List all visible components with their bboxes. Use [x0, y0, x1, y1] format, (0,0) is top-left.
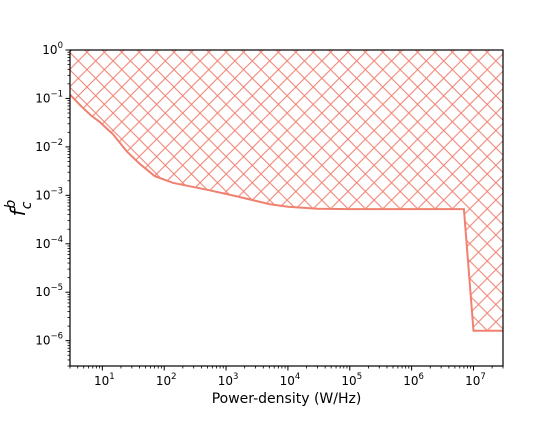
- x-tick-label: 106: [403, 372, 424, 388]
- y-tick-label: 10−2: [35, 138, 63, 154]
- x-tick-label: 103: [218, 372, 239, 388]
- y-axis-ticks: 100 10−1 10−2 10−3 10−4 10−5 10−6: [35, 41, 70, 367]
- y-tick-label: 10−4: [35, 235, 63, 251]
- y-axis-label: fcb: [3, 200, 35, 217]
- y-tick-label: 100: [42, 41, 63, 57]
- x-axis-label: Power-density (W/Hz): [212, 391, 362, 407]
- y-tick-label: 10−1: [35, 89, 63, 105]
- x-tick-label: 102: [156, 372, 177, 388]
- y-axis-label-sub: c: [19, 201, 35, 209]
- x-tick-label: 107: [465, 372, 486, 388]
- series-boundary-line: [70, 93, 503, 332]
- excluded-region-hatch: [70, 50, 503, 331]
- x-tick-label: 104: [280, 372, 301, 388]
- y-tick-label: 10−5: [35, 283, 63, 299]
- plot-frame: [69, 49, 504, 367]
- x-tick-label: 105: [341, 372, 362, 388]
- y-axis-label-sup: b: [3, 200, 19, 209]
- y-tick-label: 10−3: [35, 186, 63, 202]
- x-tick-label: 101: [94, 372, 115, 388]
- x-axis-ticks: 101 102 103 104 105 106 107: [69, 366, 504, 388]
- plot-area: [70, 50, 503, 332]
- y-axis-label-base: f: [6, 206, 30, 216]
- y-tick-label: 10−6: [35, 332, 63, 348]
